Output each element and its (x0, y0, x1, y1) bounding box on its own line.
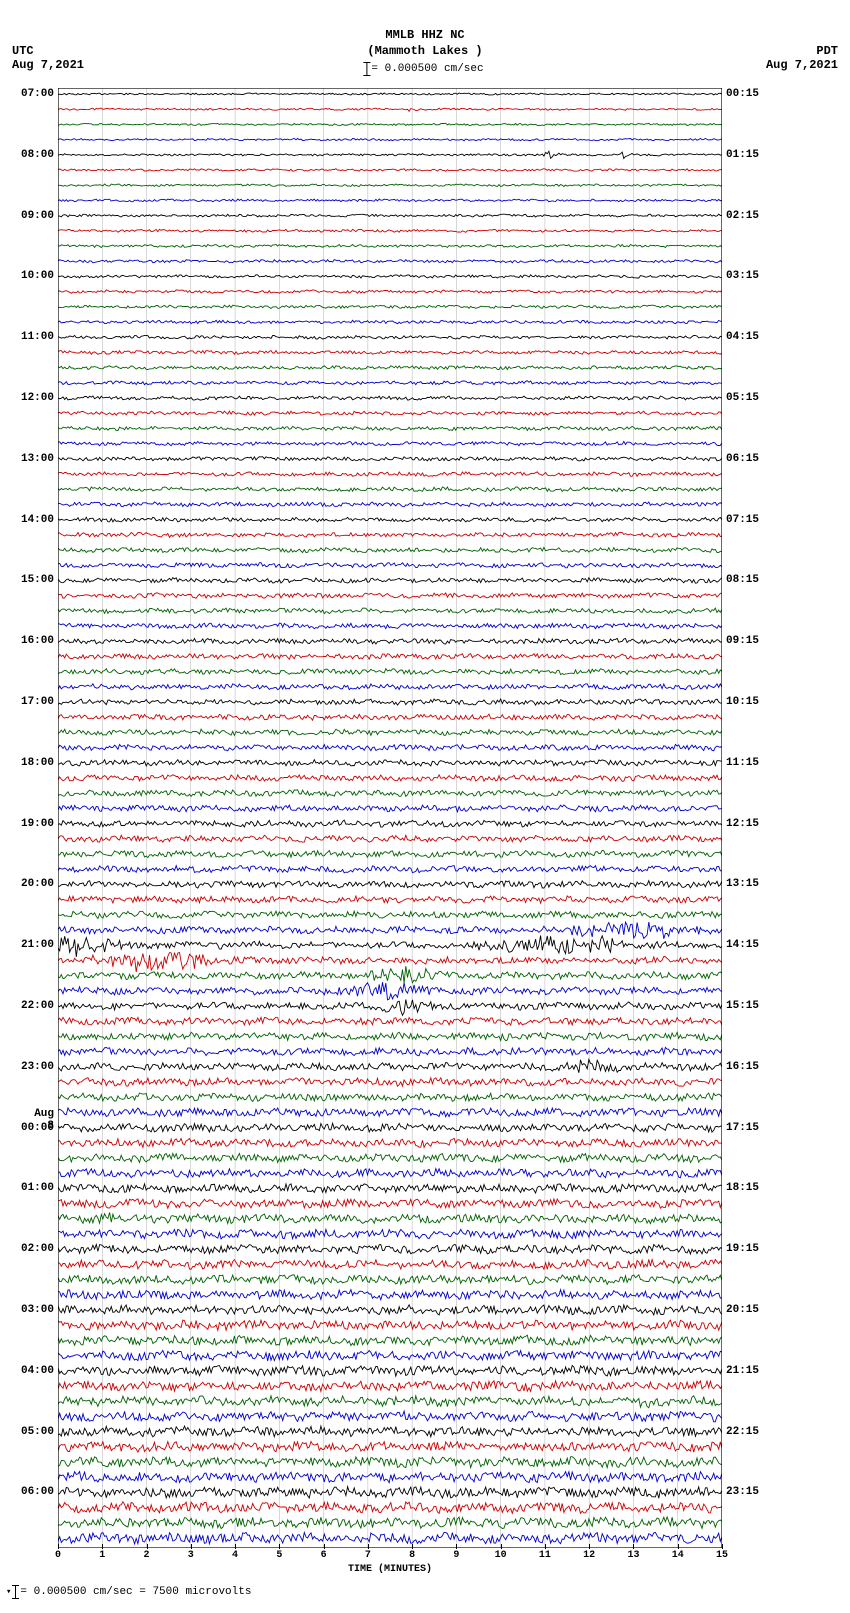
hour-label-left: 06:00 (21, 1486, 54, 1498)
tz-right-label: PDT (766, 44, 838, 58)
x-axis-title: TIME (MINUTES) (348, 1564, 432, 1575)
hour-label-right: 02:15 (726, 210, 759, 222)
hour-label-right: 17:15 (726, 1122, 759, 1134)
hour-label-right: 04:15 (726, 331, 759, 343)
chart-header: MMLB HHZ NC (Mammoth Lakes ) (0, 28, 850, 58)
hour-label-left: 08:00 (21, 149, 54, 161)
hour-label-left: 21:00 (21, 939, 54, 951)
x-tick: 12 (583, 1550, 595, 1561)
hour-label-left: 04:00 (21, 1365, 54, 1377)
hour-label-left: 03:00 (21, 1304, 54, 1316)
hour-label-left: 01:00 (21, 1182, 54, 1194)
hour-label-right: 00:15 (726, 88, 759, 100)
hour-label-left: 16:00 (21, 635, 54, 647)
footer-scale: ▾ = 0.000500 cm/sec = 7500 microvolts (6, 1585, 251, 1599)
hour-label-right: 01:15 (726, 149, 759, 161)
scale-bar-icon (366, 62, 367, 76)
x-tick: 5 (276, 1550, 282, 1561)
hour-label-left: 17:00 (21, 696, 54, 708)
hour-label-right: 22:15 (726, 1426, 759, 1438)
x-tick: 1 (99, 1550, 105, 1561)
hour-label-right: 06:15 (726, 453, 759, 465)
hour-label-left: 12:00 (21, 392, 54, 404)
hour-label-left: 09:00 (21, 210, 54, 222)
scale-text: = 0.000500 cm/sec (371, 63, 483, 75)
station-name: (Mammoth Lakes ) (0, 44, 850, 58)
x-tick: 7 (365, 1550, 371, 1561)
hour-label-right: 14:15 (726, 939, 759, 951)
hour-label-left: 05:00 (21, 1426, 54, 1438)
x-tick: 14 (672, 1550, 684, 1561)
x-tick: 9 (453, 1550, 459, 1561)
x-tick: 10 (495, 1550, 507, 1561)
hour-label-right: 21:15 (726, 1365, 759, 1377)
hour-label-right: 03:15 (726, 270, 759, 282)
scale-bar-icon (15, 1585, 16, 1599)
hour-label-right: 13:15 (726, 878, 759, 890)
scale-indicator: = 0.000500 cm/sec (366, 62, 483, 76)
x-tick: 0 (55, 1550, 61, 1561)
x-tick: 3 (188, 1550, 194, 1561)
hour-label-left: 10:00 (21, 270, 54, 282)
hour-label-right: 12:15 (726, 818, 759, 830)
hour-label-left: 14:00 (21, 514, 54, 526)
x-tick: 11 (539, 1550, 551, 1561)
footer-text: = 0.000500 cm/sec = 7500 microvolts (20, 1586, 251, 1598)
hour-label-right: 08:15 (726, 574, 759, 586)
day-break-label: Aug 8 (34, 1108, 54, 1132)
hour-label-left: 22:00 (21, 1000, 54, 1012)
x-tick: 8 (409, 1550, 415, 1561)
tz-right-block: PDT Aug 7,2021 (766, 44, 838, 72)
footer-prefix: ▾ (6, 1587, 11, 1597)
hour-label-right: 18:15 (726, 1182, 759, 1194)
hour-label-right: 09:15 (726, 635, 759, 647)
helicorder-plot: 07:0008:0009:0010:0011:0012:0013:0014:00… (58, 88, 722, 1548)
x-tick: 15 (716, 1550, 728, 1561)
hour-label-left: 15:00 (21, 574, 54, 586)
hour-label-left: 19:00 (21, 818, 54, 830)
x-tick: 13 (627, 1550, 639, 1561)
hour-label-left: 07:00 (21, 88, 54, 100)
hour-label-right: 11:15 (726, 757, 759, 769)
hour-label-right: 20:15 (726, 1304, 759, 1316)
tz-left-date: Aug 7,2021 (12, 58, 84, 72)
tz-right-date: Aug 7,2021 (766, 58, 838, 72)
station-id: MMLB HHZ NC (0, 28, 850, 42)
x-tick: 4 (232, 1550, 238, 1561)
hour-label-left: 23:00 (21, 1061, 54, 1073)
tz-left-block: UTC Aug 7,2021 (12, 44, 84, 72)
hour-label-left: 02:00 (21, 1243, 54, 1255)
hour-label-right: 05:15 (726, 392, 759, 404)
x-tick: 6 (321, 1550, 327, 1561)
hour-label-right: 10:15 (726, 696, 759, 708)
hour-label-left: 18:00 (21, 757, 54, 769)
hour-label-left: 13:00 (21, 453, 54, 465)
hour-label-right: 07:15 (726, 514, 759, 526)
hour-label-right: 23:15 (726, 1486, 759, 1498)
hour-label-left: 11:00 (21, 331, 54, 343)
hour-label-left: 20:00 (21, 878, 54, 890)
x-tick: 2 (144, 1550, 150, 1561)
hour-label-right: 16:15 (726, 1061, 759, 1073)
hour-label-right: 15:15 (726, 1000, 759, 1012)
tz-left-label: UTC (12, 44, 84, 58)
hour-label-right: 19:15 (726, 1243, 759, 1255)
